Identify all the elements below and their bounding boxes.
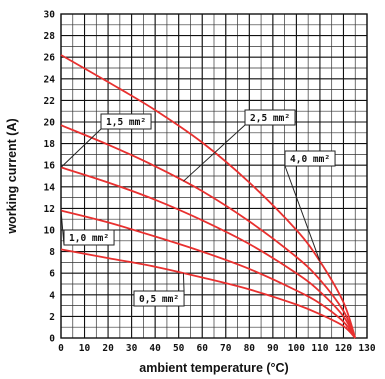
callout: 1,5 mm² [60,113,152,168]
x-tick-label: 80 [244,343,256,354]
callout-leader [284,165,321,262]
callout-leader [60,128,102,168]
callout-label: 0,5 mm² [139,294,179,305]
callout-box [100,113,152,130]
y-tick-label: 4 [49,290,55,301]
callout-leader [182,273,185,292]
y-tick-label: 2 [49,312,55,323]
x-tick-label: 40 [149,343,161,354]
y-tick-label: 16 [44,161,56,172]
callout: 0,5 mm² [133,273,185,307]
callout-box [63,229,115,246]
x-tick-label: 0 [58,343,64,354]
series-line [60,209,356,339]
x-tick-label: 10 [79,343,91,354]
series-line [60,124,357,339]
y-tick-label: 24 [44,74,56,85]
y-axis-label: working current (A) [5,118,19,234]
callout-leader [183,124,246,182]
callout-label: 4,0 mm² [290,154,330,165]
series-line [60,166,357,339]
grid-minor [60,13,368,339]
x-tick-label: 60 [197,343,209,354]
y-tick-label: 20 [44,118,56,129]
callout-box [244,109,296,126]
callout-label: 1,5 mm² [106,117,146,128]
series-callouts: 1,5 mm² 2,5 mm² 4,0 mm² 1,0 mm² 0,5 mm² [60,109,336,307]
x-tick-label: 20 [102,343,114,354]
x-tick-label: 90 [267,343,279,354]
y-tick-label: 8 [49,247,55,258]
x-tick-label: 70 [220,343,232,354]
plot-frame [60,13,368,339]
x-axis-label: ambient temperature (°C) [139,361,288,375]
x-tick-label: 120 [335,343,352,354]
y-tick-label: 12 [44,204,55,215]
x-tick-label: 110 [311,343,328,354]
x-tick-label: 100 [288,343,305,354]
y-tick-label: 22 [44,96,55,107]
callout: 2,5 mm² [183,109,296,182]
y-tick-label: 26 [44,53,56,64]
y-tick-label: 0 [49,334,55,345]
series-line [60,248,356,339]
callout-box [133,290,185,307]
y-tick-label: 18 [44,139,56,150]
callout-label: 1,0 mm² [69,233,109,244]
y-tick-label: 14 [44,182,56,193]
y-tick-label: 6 [49,269,55,280]
callout: 4,0 mm² [284,150,336,262]
y-tick-label: 28 [44,31,56,42]
y-tick-label: 30 [44,10,56,21]
callout-label: 2,5 mm² [250,113,290,124]
x-tick-labels: 0 10 20 30 40 50 60 70 80 90 100 110 120 130 [58,343,376,354]
x-tick-label: 130 [358,343,375,354]
x-tick-label: 50 [173,343,185,354]
x-tick-label: 30 [126,343,138,354]
callout: 1,0 mm² [60,210,115,246]
series-line [60,54,357,339]
y-tick-label: 10 [44,226,56,237]
callout-box [284,150,336,167]
series-curves [60,54,357,339]
